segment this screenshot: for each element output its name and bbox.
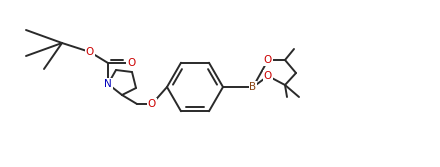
Text: N: N: [104, 79, 112, 89]
Text: O: O: [148, 99, 156, 109]
Text: O: O: [264, 71, 272, 81]
Text: O: O: [264, 55, 272, 65]
Text: B: B: [249, 82, 257, 92]
Text: O: O: [127, 58, 135, 68]
Text: O: O: [86, 47, 94, 57]
